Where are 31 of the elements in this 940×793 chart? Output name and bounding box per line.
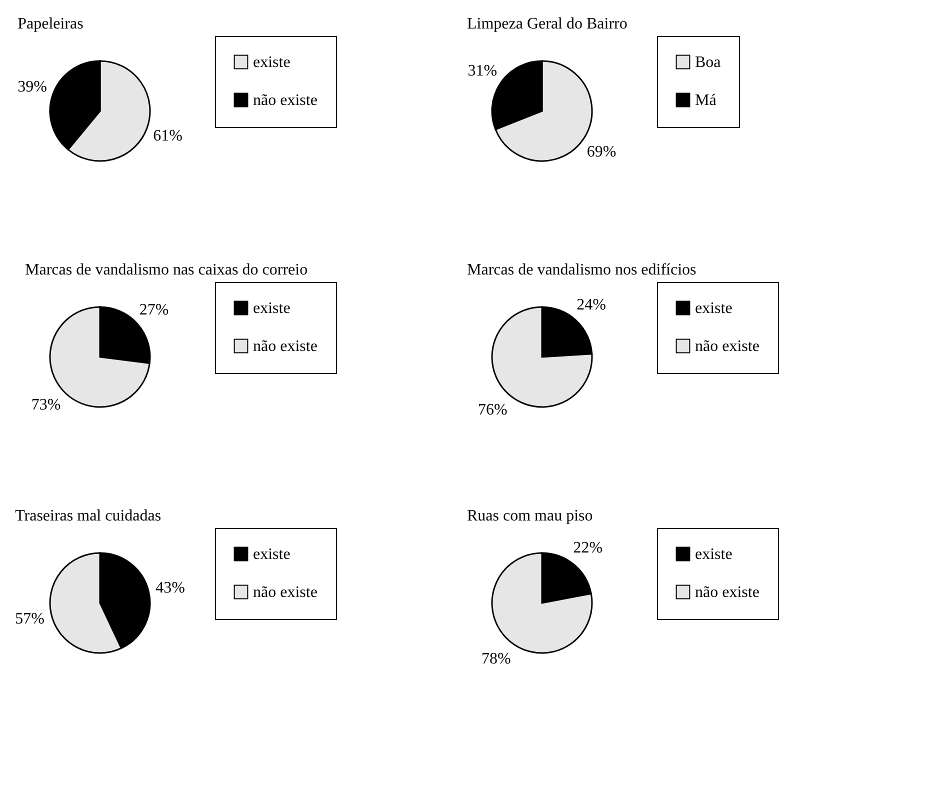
pie-slice	[491, 552, 593, 654]
data-label: 57%	[15, 610, 44, 628]
legend-label: existe	[695, 300, 732, 317]
legend-label: Má	[695, 92, 716, 109]
chart-title: Papeleiras	[18, 16, 84, 32]
chart-title: Limpeza Geral do Bairro	[467, 16, 628, 32]
chart-title: Traseiras mal cuidadas	[15, 508, 162, 524]
legend-label: não existe	[253, 584, 318, 601]
legend-label: não existe	[253, 92, 318, 109]
data-label: 78%	[481, 650, 511, 668]
legend-label: não existe	[253, 338, 318, 355]
legend-label: existe	[253, 54, 290, 71]
chart-title: Ruas com mau piso	[467, 508, 593, 524]
legend-label: Boa	[695, 54, 721, 71]
legend-label: existe	[695, 546, 732, 563]
data-label: 43%	[156, 579, 185, 596]
data-label: 69%	[586, 143, 616, 160]
data-label: 76%	[478, 401, 508, 418]
legend-label: não existe	[695, 584, 760, 601]
data-label: 39%	[18, 78, 47, 96]
legend-label: existe	[253, 546, 290, 563]
data-label: 61%	[153, 127, 182, 144]
chart-title: Marcas de vandalismo nos edifícios	[467, 262, 696, 278]
data-label: 31%	[468, 62, 498, 80]
data-label: 24%	[576, 296, 606, 314]
chart-title: Marcas de vandalismo nas caixas do correio	[25, 262, 308, 278]
data-label: 73%	[31, 396, 61, 414]
legend-label: existe	[253, 300, 290, 317]
legend-label: não existe	[695, 338, 760, 355]
data-label: 27%	[139, 301, 169, 318]
data-label: 22%	[573, 540, 603, 557]
